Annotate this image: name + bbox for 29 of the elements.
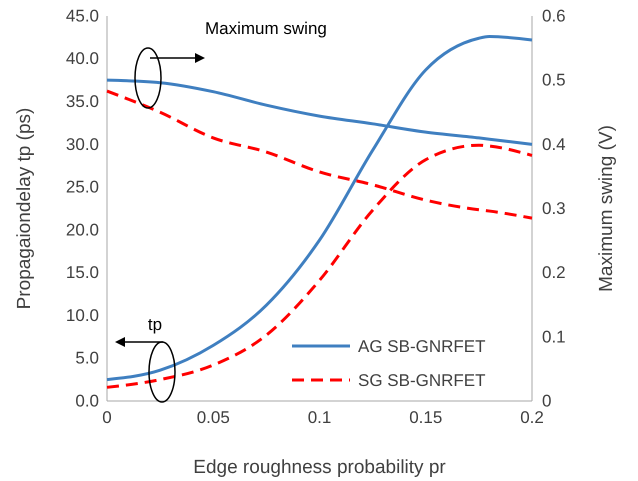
y-tick-label: 35.0 <box>66 92 99 111</box>
x-axis-title: Edge roughness probability pr <box>193 457 446 478</box>
y-tick-label: 25.0 <box>66 178 99 197</box>
y-tick-label: 0.0 <box>75 391 99 410</box>
y2-tick-label: 0.1 <box>542 327 566 346</box>
legend-label: SG SB-GNRFET <box>358 371 486 390</box>
annotation: tp <box>148 315 162 334</box>
legend-label: AG SB-GNRFET <box>358 337 486 356</box>
y2-tick-label: 0.4 <box>542 134 566 154</box>
y-tick-label: 45.0 <box>66 6 99 26</box>
y-tick-label: 10.0 <box>66 306 99 325</box>
y2-tick-label: 0.2 <box>542 263 566 282</box>
y2-tick-label: 0.6 <box>542 6 566 26</box>
y-tick-label: 30.0 <box>66 134 99 154</box>
x-tick-label: 0.15 <box>409 408 442 428</box>
x-tick-label: 0 <box>102 408 112 428</box>
y-tick-label: 15.0 <box>66 263 99 282</box>
x-tick-label: 0.05 <box>196 408 230 428</box>
y-tick-label: 40.0 <box>66 49 99 68</box>
y2-tick-label: 0.5 <box>542 70 566 90</box>
annotation: Maximum swing <box>205 19 327 38</box>
y-axis-title: Propagaiondelay tp (ps) <box>14 108 35 310</box>
y2-axis-title: Maximum swing (V) <box>596 125 617 292</box>
y2-tick-label: 0 <box>542 391 552 410</box>
x-tick-label: 0.2 <box>520 408 544 428</box>
x-tick-label: 0.1 <box>308 408 332 428</box>
y-tick-label: 20.0 <box>66 220 99 240</box>
y-tick-label: 5.0 <box>75 348 99 368</box>
y2-tick-label: 0.3 <box>542 198 566 218</box>
